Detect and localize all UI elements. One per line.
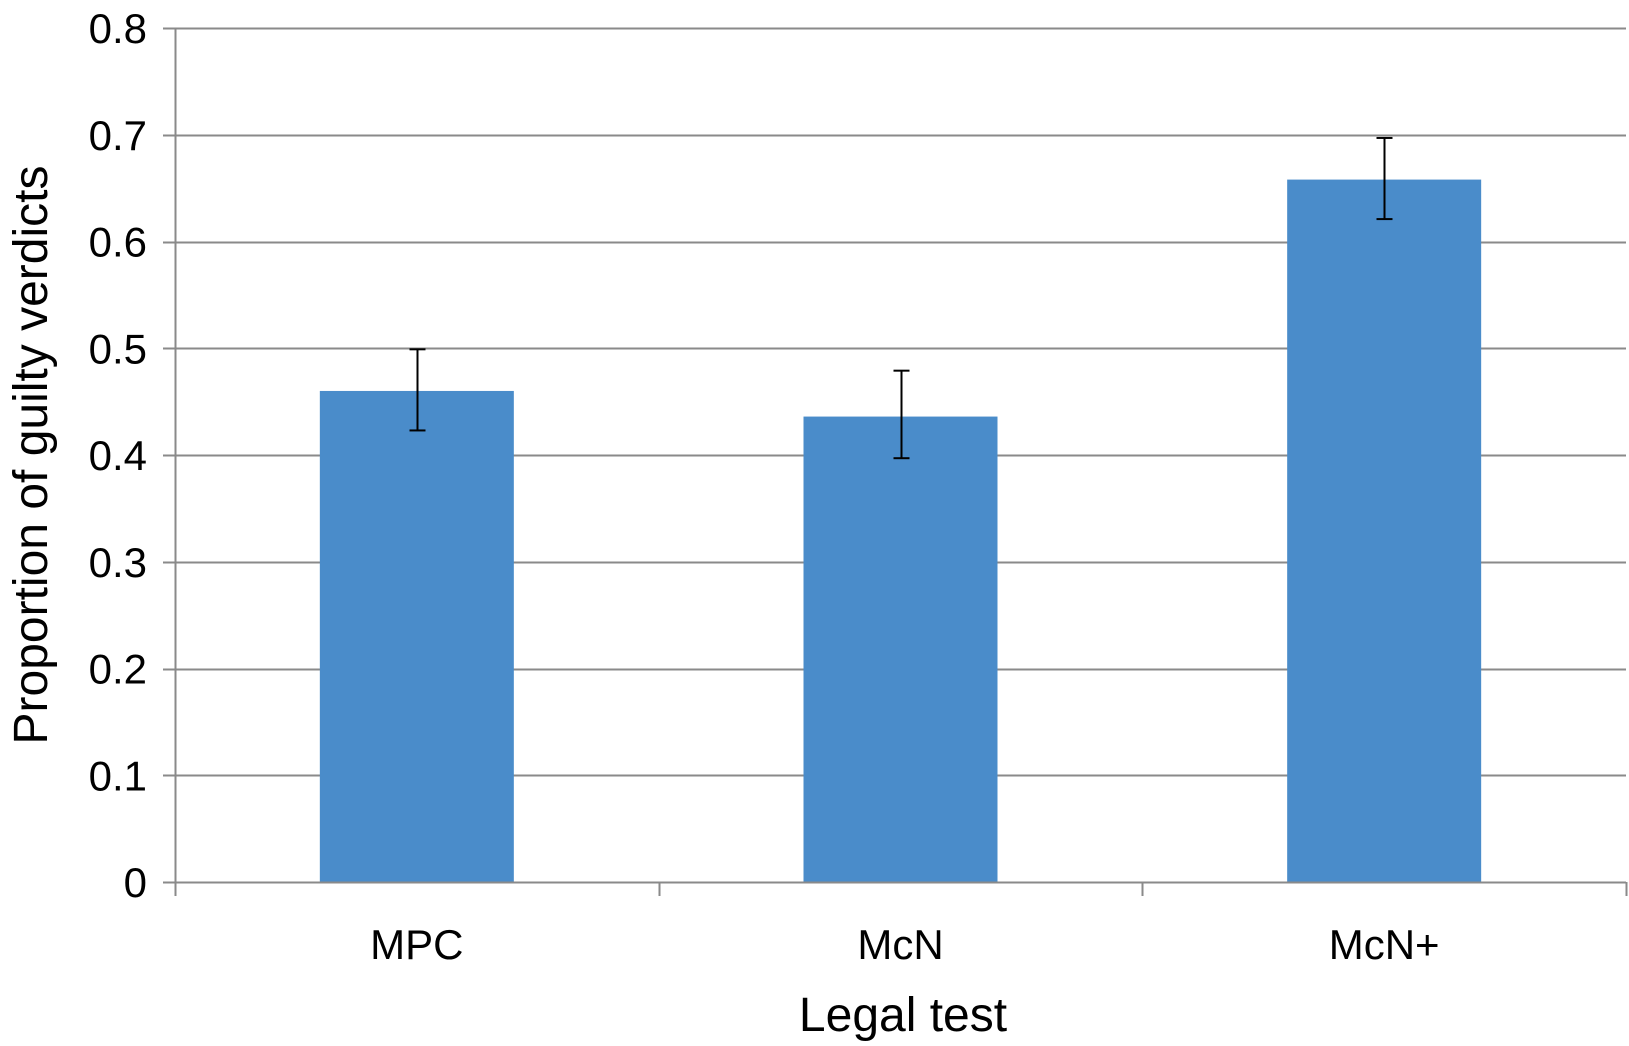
axes bbox=[163, 27, 1628, 896]
y-tick-label: 0.1 bbox=[89, 752, 147, 799]
bar bbox=[803, 416, 998, 882]
y-tick-label: 0.7 bbox=[89, 112, 147, 159]
y-tick-label: 0.4 bbox=[89, 432, 147, 479]
x-category-label: McN bbox=[857, 921, 943, 968]
bars bbox=[319, 179, 1482, 882]
x-category-label: McN+ bbox=[1329, 921, 1440, 968]
y-axis-title: Proportion of guilty verdicts bbox=[5, 166, 58, 745]
x-axis-title: Legal test bbox=[799, 989, 1007, 1042]
y-tick-label: 0.6 bbox=[89, 219, 147, 266]
bar bbox=[1287, 179, 1482, 882]
x-category-label: MPC bbox=[370, 921, 463, 968]
bar bbox=[319, 390, 514, 882]
y-tick-label: 0.2 bbox=[89, 646, 147, 693]
y-tick-label: 0.8 bbox=[89, 5, 147, 52]
y-tick-label: 0 bbox=[124, 859, 147, 906]
error-bars bbox=[409, 136, 1393, 460]
y-tick-label: 0.5 bbox=[89, 325, 147, 372]
y-tick-label: 0.3 bbox=[89, 539, 147, 586]
tick-labels: 0 0.1 0.2 0.3 0.4 0.5 0.6 0.7 0.8 MPC McN McN+ bbox=[89, 5, 1440, 968]
